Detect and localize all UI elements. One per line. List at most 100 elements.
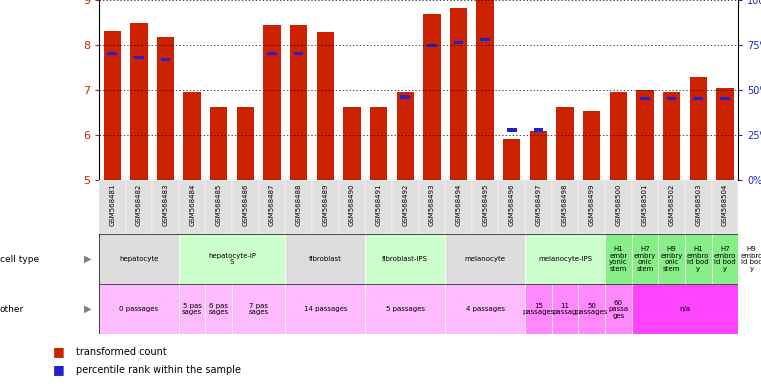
Text: GSM568495: GSM568495 [482,183,488,225]
Text: ■: ■ [53,345,65,358]
Bar [685,234,712,284]
Text: 4 passages: 4 passages [466,306,505,312]
Bar [370,108,387,180]
Bar [476,0,494,180]
Text: 5 pas
sages: 5 pas sages [182,303,202,315]
Bar [365,284,445,334]
Bar [210,108,228,180]
Bar [632,234,658,284]
Bar [285,180,312,234]
Bar [738,234,761,284]
Bar [632,284,738,334]
Bar [605,234,632,284]
Bar [157,37,174,180]
Bar [445,180,472,234]
Text: H9
embry
onic
stem: H9 embry onic stem [661,247,683,272]
Bar [530,131,547,180]
Bar [339,180,365,234]
Text: hepatocyte: hepatocyte [119,256,158,262]
Bar [237,108,254,180]
Text: 15
passages: 15 passages [522,303,555,315]
Text: GSM568486: GSM568486 [243,183,248,226]
Text: cell type: cell type [0,255,39,264]
Bar [179,180,205,234]
Text: ▶: ▶ [84,254,91,264]
Text: GSM568485: GSM568485 [216,183,221,225]
Bar [294,52,304,55]
Text: melanocyte-IPS: melanocyte-IPS [538,256,592,262]
Bar [507,128,517,132]
Text: GSM568491: GSM568491 [376,183,381,226]
Bar [232,180,259,234]
Bar [267,52,277,55]
Bar [658,234,685,284]
Bar [365,180,392,234]
Bar [525,234,605,284]
Text: 11
passag: 11 passag [552,303,578,315]
Bar [152,180,179,234]
Bar [343,108,361,180]
Bar [126,180,152,234]
Bar [317,31,334,180]
Text: GSM568489: GSM568489 [323,183,328,226]
Text: 5 passages: 5 passages [386,306,425,312]
Bar [103,31,121,180]
Bar [658,180,685,234]
Bar [552,284,578,334]
Bar [578,284,605,334]
Bar [685,180,712,234]
Bar [427,43,437,47]
Bar [693,97,703,100]
Text: ▶: ▶ [84,304,91,314]
Text: GSM568481: GSM568481 [110,183,115,226]
Bar [445,284,525,334]
Bar [663,93,680,180]
Text: 50
passages: 50 passages [575,303,608,315]
Bar [720,97,730,100]
Bar [99,284,179,334]
Text: 0 passages: 0 passages [119,306,158,312]
Text: GSM568496: GSM568496 [509,183,514,226]
Bar [712,180,738,234]
Bar [450,8,467,180]
Bar [583,111,600,180]
Text: GSM568482: GSM568482 [136,183,142,225]
Bar [640,97,650,100]
Bar [454,41,463,45]
Bar [423,15,441,180]
Bar [525,284,552,334]
Text: GSM568504: GSM568504 [722,183,728,225]
Text: other: other [0,305,24,314]
Bar [556,108,574,180]
Text: GSM568498: GSM568498 [562,183,568,226]
Text: GSM568483: GSM568483 [163,183,168,226]
Bar [392,180,419,234]
Text: GSM568503: GSM568503 [696,183,701,226]
Bar [285,234,365,284]
Bar [205,180,232,234]
Bar [503,139,521,180]
Text: 14 passages: 14 passages [304,306,347,312]
Bar [498,180,525,234]
Bar [232,284,285,334]
Text: H1
embro
id bod
y: H1 embro id bod y [687,247,709,272]
Bar [480,38,490,41]
Bar [183,93,201,180]
Bar [716,88,734,180]
Text: GSM568497: GSM568497 [536,183,541,226]
Bar [525,180,552,234]
Bar [712,234,738,284]
Text: H7
embro
id bod
y: H7 embro id bod y [714,247,736,272]
Text: GSM568490: GSM568490 [349,183,355,226]
Text: fibroblast-IPS: fibroblast-IPS [382,256,428,262]
Text: GSM568492: GSM568492 [403,183,408,225]
Text: melanocyte: melanocyte [465,256,505,262]
Text: GSM568500: GSM568500 [616,183,621,226]
Text: H7
embry
onic
stem: H7 embry onic stem [634,247,656,272]
Text: transformed count: transformed count [76,346,167,357]
Text: 60
passa
ges: 60 passa ges [608,300,629,319]
Bar [290,25,307,180]
Text: 7 pas
sages: 7 pas sages [249,303,269,315]
Bar [400,96,410,99]
Text: H1
embr
yonic
stem: H1 embr yonic stem [609,247,628,272]
